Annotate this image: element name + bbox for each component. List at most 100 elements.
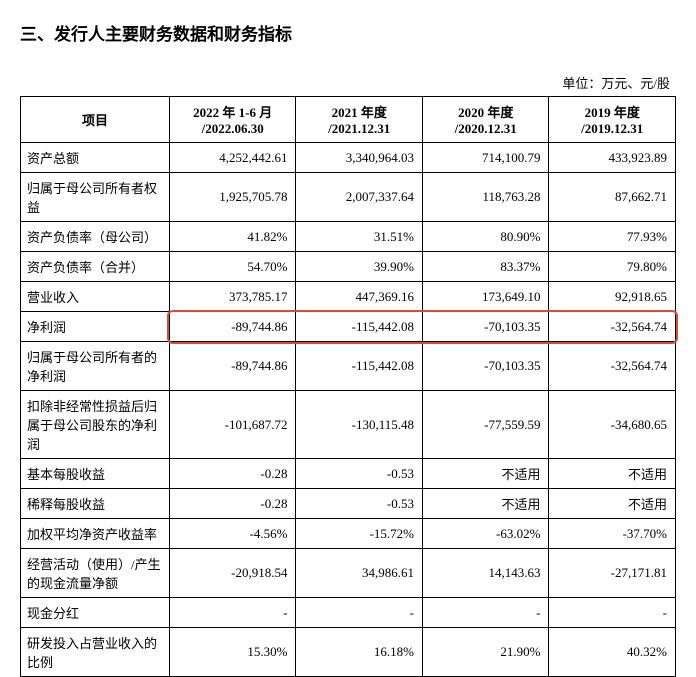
row-value: -0.53 (296, 489, 423, 519)
row-value: 15.30% (169, 628, 296, 677)
row-label: 营业收入 (21, 282, 170, 312)
header-col1-line1: 2022 年 1-6 月 (193, 105, 272, 120)
row-value: 21.90% (423, 628, 549, 677)
row-value: -77,559.59 (423, 391, 549, 459)
header-col1: 2022 年 1-6 月 /2022.06.30 (169, 97, 296, 143)
row-value: -4.56% (169, 519, 296, 549)
row-value: 2,007,337.64 (296, 173, 423, 222)
row-value: -32,564.74 (549, 342, 676, 391)
row-label: 资产总额 (21, 143, 170, 173)
table-row: 归属于母公司所有者的净利润-89,744.86-115,442.08-70,10… (21, 342, 676, 391)
row-value: 92,918.65 (549, 282, 676, 312)
table-body: 资产总额4,252,442.613,340,964.03714,100.7943… (21, 143, 676, 677)
header-col1-line2: /2022.06.30 (202, 121, 264, 136)
table-row: 资产负债率（母公司）41.82%31.51%80.90%77.93% (21, 222, 676, 252)
table-row: 稀释每股收益-0.28-0.53不适用不适用 (21, 489, 676, 519)
row-value: 不适用 (549, 459, 676, 489)
table-row: 营业收入373,785.17447,369.16173,649.1092,918… (21, 282, 676, 312)
table-row: 资产负债率（合并）54.70%39.90%83.37%79.80% (21, 252, 676, 282)
unit-label: 单位：万元、元/股 (20, 73, 676, 92)
table-row: 归属于母公司所有者权益1,925,705.782,007,337.64118,7… (21, 173, 676, 222)
row-value: 39.90% (296, 252, 423, 282)
table-row: 现金分红---- (21, 598, 676, 628)
row-value: -115,442.08 (296, 312, 423, 342)
header-col2-line1: 2021 年度 (332, 105, 387, 120)
row-value: -0.28 (169, 489, 296, 519)
header-col3-line2: /2020.12.31 (455, 121, 517, 136)
table-row: 净利润-89,744.86-115,442.08-70,103.35-32,56… (21, 312, 676, 342)
row-value: -15.72% (296, 519, 423, 549)
financial-table-wrapper: 项目 2022 年 1-6 月 /2022.06.30 2021 年度 /202… (20, 96, 676, 677)
row-label: 研发投入占营业收入的比例 (21, 628, 170, 677)
row-value: 373,785.17 (169, 282, 296, 312)
row-value: 83.37% (423, 252, 549, 282)
header-col2: 2021 年度 /2021.12.31 (296, 97, 423, 143)
row-value: -115,442.08 (296, 342, 423, 391)
row-value: - (169, 598, 296, 628)
row-value: 173,649.10 (423, 282, 549, 312)
row-value: 3,340,964.03 (296, 143, 423, 173)
row-value: 54.70% (169, 252, 296, 282)
row-label: 经营活动（使用）/产生的现金流量净额 (21, 549, 170, 598)
row-value: -0.53 (296, 459, 423, 489)
row-value: -130,115.48 (296, 391, 423, 459)
row-value: 4,252,442.61 (169, 143, 296, 173)
financial-table: 项目 2022 年 1-6 月 /2022.06.30 2021 年度 /202… (20, 96, 676, 677)
row-value: - (296, 598, 423, 628)
row-value: 87,662.71 (549, 173, 676, 222)
row-value: 1,925,705.78 (169, 173, 296, 222)
row-value: -20,918.54 (169, 549, 296, 598)
row-value: -37.70% (549, 519, 676, 549)
row-value: -70,103.35 (423, 312, 549, 342)
row-value: 41.82% (169, 222, 296, 252)
row-value: -32,564.74 (549, 312, 676, 342)
header-col4-line1: 2019 年度 (585, 105, 640, 120)
table-row: 研发投入占营业收入的比例15.30%16.18%21.90%40.32% (21, 628, 676, 677)
row-label: 稀释每股收益 (21, 489, 170, 519)
row-value: - (423, 598, 549, 628)
section-title: 三、发行人主要财务数据和财务指标 (20, 20, 676, 45)
row-value: -89,744.86 (169, 312, 296, 342)
row-value: 40.32% (549, 628, 676, 677)
row-label: 归属于母公司所有者的净利润 (21, 342, 170, 391)
row-label: 加权平均净资产收益率 (21, 519, 170, 549)
row-value: 14,143.63 (423, 549, 549, 598)
row-value: -70,103.35 (423, 342, 549, 391)
table-row: 扣除非经常性损益后归属于母公司股东的净利润-101,687.72-130,115… (21, 391, 676, 459)
row-value: 16.18% (296, 628, 423, 677)
row-value: 79.80% (549, 252, 676, 282)
table-row: 资产总额4,252,442.613,340,964.03714,100.7943… (21, 143, 676, 173)
row-value: -27,171.81 (549, 549, 676, 598)
header-col2-line2: /2021.12.31 (328, 121, 390, 136)
row-label: 归属于母公司所有者权益 (21, 173, 170, 222)
row-value: -63.02% (423, 519, 549, 549)
row-value: 不适用 (549, 489, 676, 519)
table-header-row: 项目 2022 年 1-6 月 /2022.06.30 2021 年度 /202… (21, 97, 676, 143)
header-col4-line2: /2019.12.31 (581, 121, 643, 136)
row-value: -0.28 (169, 459, 296, 489)
row-label: 资产负债率（合并） (21, 252, 170, 282)
row-value: 118,763.28 (423, 173, 549, 222)
header-col3: 2020 年度 /2020.12.31 (423, 97, 549, 143)
header-col4: 2019 年度 /2019.12.31 (549, 97, 676, 143)
row-value: 不适用 (423, 459, 549, 489)
row-value: 77.93% (549, 222, 676, 252)
row-value: 34,986.61 (296, 549, 423, 598)
row-value: 433,923.89 (549, 143, 676, 173)
row-value: 31.51% (296, 222, 423, 252)
row-value: 714,100.79 (423, 143, 549, 173)
table-row: 加权平均净资产收益率-4.56%-15.72%-63.02%-37.70% (21, 519, 676, 549)
row-label: 扣除非经常性损益后归属于母公司股东的净利润 (21, 391, 170, 459)
row-value: 447,369.16 (296, 282, 423, 312)
row-label: 现金分红 (21, 598, 170, 628)
header-item: 项目 (21, 97, 170, 143)
table-row: 基本每股收益-0.28-0.53不适用不适用 (21, 459, 676, 489)
row-value: 不适用 (423, 489, 549, 519)
row-label: 资产负债率（母公司） (21, 222, 170, 252)
row-value: - (549, 598, 676, 628)
row-value: -101,687.72 (169, 391, 296, 459)
row-value: -89,744.86 (169, 342, 296, 391)
row-value: -34,680.65 (549, 391, 676, 459)
row-value: 80.90% (423, 222, 549, 252)
table-row: 经营活动（使用）/产生的现金流量净额-20,918.5434,986.6114,… (21, 549, 676, 598)
